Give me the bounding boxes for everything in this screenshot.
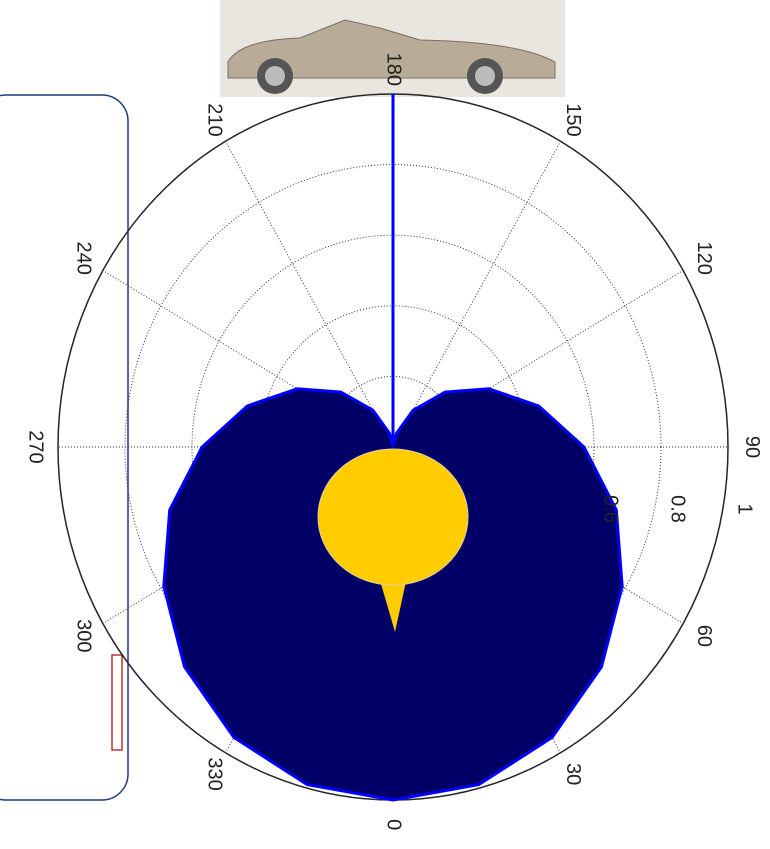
theta-tick-label: 210 — [203, 103, 225, 136]
plot: 0 30 60 90 120 150 180 210 240 270 300 330 0.6 0.8 1 — [24, 53, 763, 831]
head-nose — [379, 577, 407, 632]
theta-tick-label: 300 — [72, 619, 94, 652]
theta-tick-label: 150 — [562, 103, 584, 136]
grid-spoke — [392, 141, 561, 448]
theta-tick-label: 270 — [24, 430, 46, 463]
theta-tick-label: 90 — [741, 436, 763, 458]
grid-spoke — [225, 141, 394, 448]
theta-tick-label: 0 — [383, 819, 405, 830]
r-tick-label: 0.6 — [600, 495, 622, 523]
grid-spoke — [392, 270, 684, 448]
theta-tick-label: 330 — [203, 757, 225, 790]
theta-tick-label: 30 — [562, 763, 584, 785]
head — [317, 448, 469, 586]
grid-spoke — [102, 270, 394, 448]
grid-spoke — [392, 446, 684, 624]
side-panel — [0, 94, 129, 801]
theta-tick-label: 180 — [383, 53, 405, 86]
theta-tick-label: 120 — [693, 241, 715, 274]
r-tick-label: 1 — [734, 503, 756, 514]
r-tick-label: 0.8 — [667, 495, 689, 523]
side-button — [111, 654, 123, 751]
grid-spoke — [102, 446, 394, 624]
car-image — [220, 0, 565, 97]
theta-tick-label: 60 — [693, 625, 715, 647]
theta-tick-label: 240 — [72, 241, 94, 274]
